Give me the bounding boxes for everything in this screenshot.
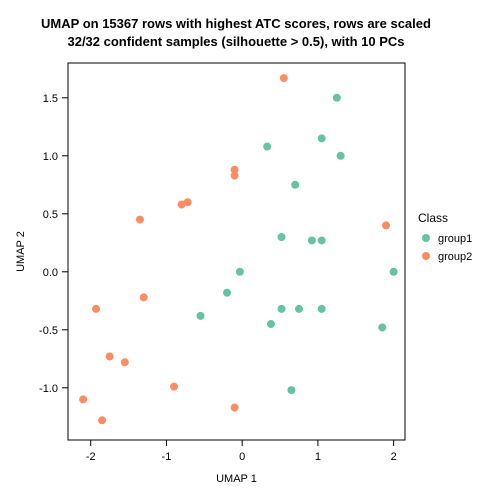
point-group1 [223, 289, 231, 297]
point-group1 [291, 181, 299, 189]
point-group2 [231, 404, 239, 412]
point-group1 [287, 386, 295, 394]
point-group1 [318, 134, 326, 142]
point-group1 [308, 236, 316, 244]
point-group1 [197, 312, 205, 320]
x-axis: -2 -1 0 1 2 [86, 440, 397, 463]
point-group1 [278, 305, 286, 313]
point-group1 [236, 268, 244, 276]
x-tick-label: -1 [162, 451, 172, 463]
point-group1 [267, 320, 275, 328]
legend-item-label: group2 [438, 251, 472, 263]
point-group2 [280, 74, 288, 82]
y-tick-label: 0.5 [43, 209, 58, 221]
x-tick-label: -2 [86, 451, 96, 463]
point-group2 [140, 293, 148, 301]
chart-title-line1: UMAP on 15367 rows with highest ATC scor… [41, 16, 431, 31]
y-axis: -1.0 -0.5 0.0 0.5 1.0 1.5 [39, 93, 68, 395]
point-group2 [121, 358, 129, 366]
scatter-points [79, 74, 397, 424]
point-group1 [318, 236, 326, 244]
y-tick-label: -1.0 [39, 383, 58, 395]
x-axis-label: UMAP 1 [216, 473, 257, 485]
legend-item-label: group1 [438, 233, 472, 245]
umap-scatter-chart: UMAP on 15367 rows with highest ATC scor… [0, 0, 504, 504]
chart-title-line2: 32/32 confident samples (silhouette > 0.… [67, 34, 404, 49]
y-axis-label: UMAP 2 [15, 231, 27, 272]
legend-swatch-icon [422, 234, 430, 242]
point-group2 [382, 221, 390, 229]
point-group2 [136, 216, 144, 224]
y-tick-label: 0.0 [43, 267, 58, 279]
point-group1 [295, 305, 303, 313]
x-tick-label: 0 [239, 451, 245, 463]
point-group1 [278, 233, 286, 241]
legend-title: Class [418, 211, 448, 225]
x-tick-label: 2 [391, 451, 397, 463]
point-group1 [390, 268, 398, 276]
point-group2 [170, 383, 178, 391]
x-tick-label: 1 [315, 451, 321, 463]
point-group2 [92, 305, 100, 313]
legend: Class group1 group2 [418, 211, 472, 263]
point-group1 [333, 94, 341, 102]
point-group2 [231, 172, 239, 180]
point-group1 [263, 143, 271, 151]
y-tick-label: 1.5 [43, 93, 58, 105]
point-group2 [178, 201, 186, 209]
point-group2 [79, 395, 87, 403]
legend-swatch-icon [422, 252, 430, 260]
y-tick-label: 1.0 [43, 151, 58, 163]
point-group1 [378, 323, 386, 331]
point-group2 [98, 416, 106, 424]
point-group1 [337, 152, 345, 160]
point-group1 [318, 305, 326, 313]
plot-area [68, 63, 405, 440]
y-tick-label: -0.5 [39, 325, 58, 337]
point-group2 [106, 352, 114, 360]
